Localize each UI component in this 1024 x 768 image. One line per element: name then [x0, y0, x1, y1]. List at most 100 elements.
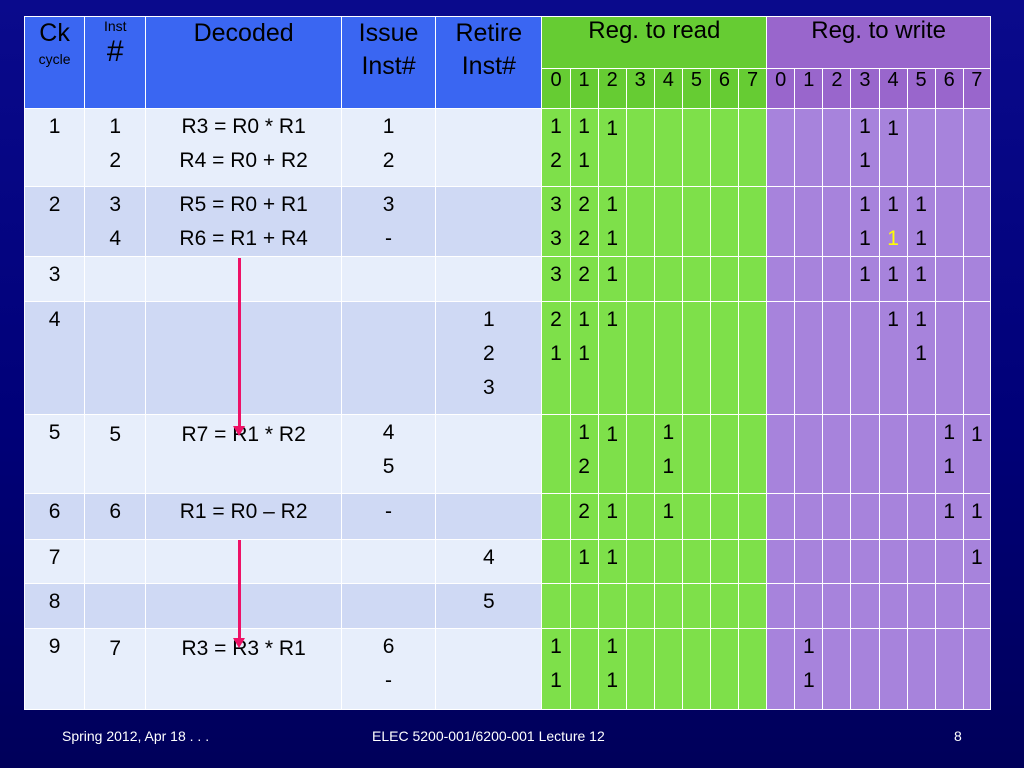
- decoded-cell: [145, 300, 342, 416]
- write-reg-3-cell: [850, 538, 880, 585]
- ck-cycle-cell-line: 5: [48, 421, 61, 445]
- write-reg-4-cell: [878, 493, 908, 540]
- read-reg-0-cell: [541, 538, 571, 585]
- write-reg-7-cell-line: 1: [971, 423, 983, 447]
- retire-cell: 4: [435, 538, 543, 585]
- read-reg-2-cell: 1: [597, 255, 627, 302]
- read-reg-1-cell-line: 2: [578, 262, 590, 286]
- write-reg-4-cell: 1: [878, 255, 908, 302]
- read-reg-5-cell: [681, 627, 711, 711]
- decoded-cell: R5 = R0 + R1 R6 = R1 + R4: [145, 186, 342, 257]
- read-reg-4-cell: [653, 186, 683, 257]
- read-reg-7-cell: [738, 493, 768, 540]
- read-reg-2-cell-line: 1: [606, 668, 618, 692]
- read-reg-2-cell: 1: [597, 538, 627, 585]
- write-reg-4-cell: [878, 627, 908, 711]
- write-reg-5-cell: [906, 627, 936, 711]
- read-reg-0-header: 0: [541, 68, 571, 109]
- decoded-cell-line: R3 = R0 * R1: [181, 115, 306, 138]
- write-reg-0-cell: [766, 255, 796, 302]
- read-reg-1-cell-line: 1: [578, 545, 590, 569]
- read-reg-1-cell-line: 2: [578, 193, 590, 217]
- write-reg-2-cell: [822, 627, 852, 711]
- write-reg-4-header: 4: [878, 68, 908, 109]
- write-reg-4-cell: 1: [878, 300, 908, 416]
- retire-cell-line: 4: [482, 545, 495, 569]
- table-row: 5 5 R7 = R1 * R2 4 5 1 2 1 1 1 1 1 1: [23, 414, 992, 495]
- write-reg-1-cell: [794, 107, 824, 188]
- footer-date: Spring 2012, Apr 18 . . .: [62, 728, 210, 744]
- read-reg-7-cell: [738, 538, 768, 585]
- header-retire-inst: Retire Inst#: [435, 16, 543, 109]
- retire-cell: [435, 627, 543, 711]
- inst-number-cell: [84, 583, 147, 629]
- retire-cell: [435, 493, 543, 540]
- footer-course: ELEC 5200-001/6200-001 Lecture 12: [372, 728, 605, 744]
- read-reg-1-cell: [569, 627, 599, 711]
- read-reg-2-cell: 1: [597, 300, 627, 416]
- decoded-cell: [145, 583, 342, 629]
- read-reg-2-cell-line: 1: [606, 423, 618, 447]
- read-reg-4-cell: 1: [653, 493, 683, 540]
- read-reg-5-header: 5: [681, 68, 711, 109]
- write-reg-7-cell: [962, 627, 992, 711]
- scoreboard-table: Ck cycle Inst # Decoded Issue Inst# Reti…: [23, 16, 992, 711]
- write-reg-4-cell: 1: [878, 107, 908, 188]
- write-reg-2-cell: [822, 300, 852, 416]
- read-reg-1-cell: 2: [569, 255, 599, 302]
- write-reg-5-cell-line: 1: [915, 307, 927, 331]
- write-reg-1-header: 1: [794, 68, 824, 109]
- read-reg-1-cell-line: 1: [578, 307, 590, 331]
- stall-arrow-2: [233, 540, 245, 648]
- issue-cell: [340, 538, 437, 585]
- write-reg-3-cell-line: 1: [859, 227, 871, 251]
- ck-cycle-cell: 3: [23, 255, 86, 302]
- read-reg-1-cell-line: 1: [578, 421, 590, 445]
- read-reg-7-cell: [738, 186, 768, 257]
- read-reg-4-cell-line: 1: [662, 455, 675, 479]
- read-reg-6-cell: [709, 107, 740, 188]
- write-reg-5-cell: [906, 493, 936, 540]
- read-reg-7-cell: [738, 255, 768, 302]
- table-row: 6 6 R1 = R0 – R2-2 1 1 1 1: [23, 493, 992, 540]
- write-reg-1-cell: [794, 300, 824, 416]
- write-reg-6-cell: [934, 538, 964, 585]
- write-reg-3-cell: [850, 627, 880, 711]
- read-reg-3-header: 3: [625, 68, 655, 109]
- footer-page-number: 8: [954, 728, 962, 744]
- read-reg-7-cell: [738, 300, 768, 416]
- decoded-cell: [145, 255, 342, 302]
- read-reg-6-cell: [709, 583, 740, 629]
- retire-cell: 1 2 3: [435, 300, 543, 416]
- decoded-cell-line: R1 = R0 – R2: [179, 500, 308, 524]
- inst-number-cell-line: 5: [109, 423, 122, 447]
- ck-cycle-cell: 4: [23, 300, 86, 416]
- retire-cell: [435, 414, 543, 495]
- read-reg-3-cell: [625, 186, 655, 257]
- read-reg-4-header: 4: [653, 68, 683, 109]
- write-reg-6-cell: [934, 255, 964, 302]
- write-reg-2-cell: [822, 186, 852, 257]
- inst-number-cell: [84, 255, 147, 302]
- read-reg-2-cell: 1: [597, 493, 627, 540]
- read-reg-6-cell: [709, 627, 740, 711]
- ck-cycle-cell-line: 6: [48, 500, 61, 524]
- read-reg-1-cell-line: 2: [578, 500, 590, 524]
- inst-number-cell-line: 7: [109, 636, 122, 660]
- read-reg-0-cell-line: 2: [550, 149, 562, 172]
- decoded-cell-line: R5 = R0 + R1: [179, 193, 308, 217]
- write-reg-4-cell-line: 1: [887, 227, 899, 251]
- write-reg-1-cell: [794, 414, 824, 495]
- read-reg-0-cell-line: 3: [550, 193, 562, 217]
- issue-cell: -: [340, 493, 437, 540]
